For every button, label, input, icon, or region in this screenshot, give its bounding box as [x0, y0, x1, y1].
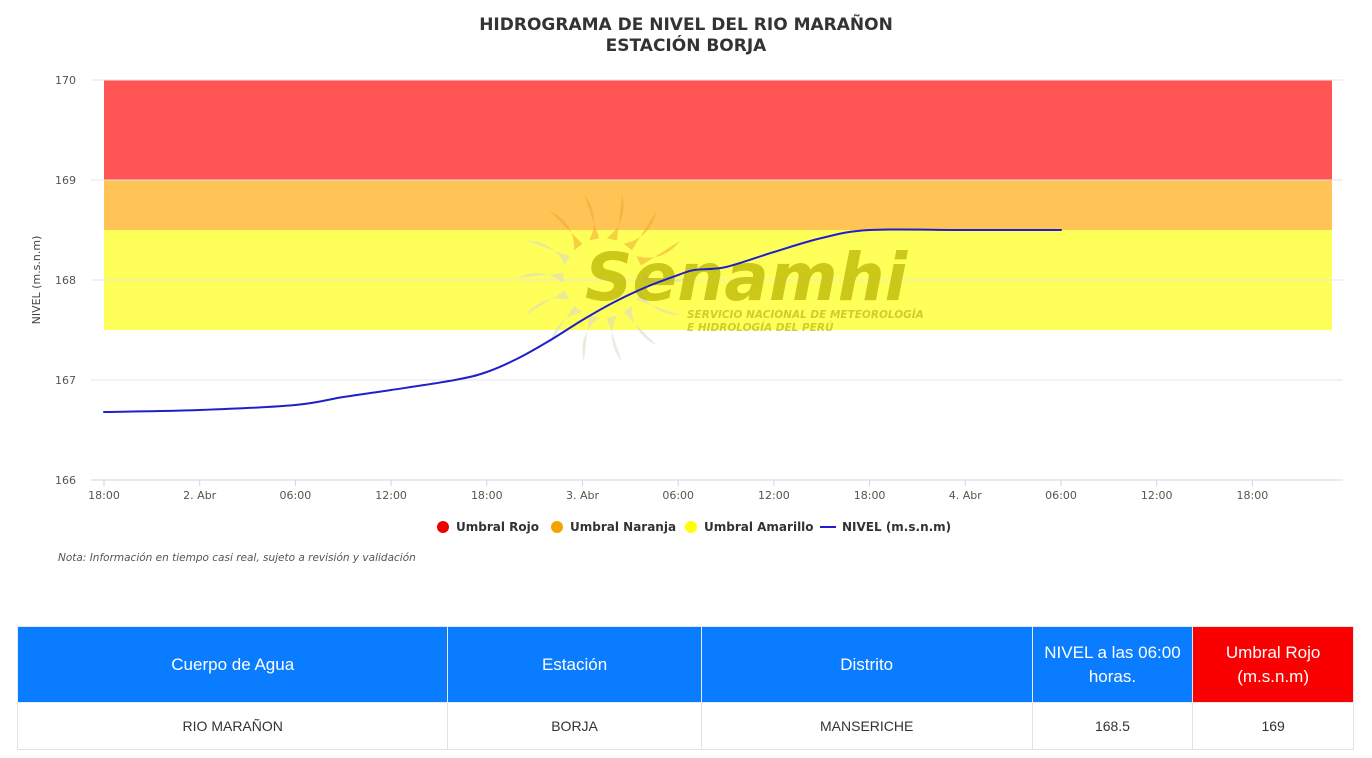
band-umbral-rojo: [104, 80, 1332, 180]
y-axis-ticks: 166 167 168 169 170: [55, 74, 76, 487]
cell-cuerpo-de-agua: RIO MARAÑON: [16, 702, 449, 750]
legend[interactable]: Umbral Rojo Umbral Naranja Umbral Amarillo…: [437, 520, 951, 534]
x-tick-label: 06:00: [662, 489, 694, 502]
x-tick-label: 18:00: [88, 489, 120, 502]
legend-label: Umbral Amarillo: [704, 520, 814, 534]
x-tick-label: 12:00: [375, 489, 407, 502]
legend-symbol: [685, 521, 697, 533]
y-tick-label: 167: [55, 374, 76, 387]
chart-note: Nota: Información en tiempo casi real, s…: [58, 552, 416, 564]
sun-ray-icon: [583, 194, 600, 241]
legend-item[interactable]: Umbral Rojo: [437, 520, 539, 534]
cell-estacion: BORJA: [447, 702, 702, 750]
legend-item[interactable]: Umbral Amarillo: [685, 520, 814, 534]
x-axis-ticks: 18:00 2. Abr 06:00 12:00 18:00 3. Abr 06:00 12:…: [88, 480, 1268, 502]
cell-umbral-rojo: 169: [1192, 702, 1354, 750]
sun-ray-icon: [525, 290, 570, 316]
legend-label: Umbral Rojo: [456, 520, 539, 534]
y-tick-label: 169: [55, 174, 76, 187]
chart-subtitle: ESTACIÓN BORJA: [606, 34, 768, 56]
watermark-brand: Senamhi: [585, 239, 909, 316]
y-tick-label: 168: [55, 274, 76, 287]
y-axis-label: NIVEL (m.s.n.m): [30, 236, 43, 325]
x-tick-label: 06:00: [280, 489, 312, 502]
band-umbral-naranja: [104, 180, 1332, 230]
chart-container: HIDROGRAMA DE NIVEL DEL RIO MARAÑON ESTA…: [30, 12, 1343, 564]
cell-distrito: MANSERICHE: [700, 702, 1033, 750]
header-distrito: Distrito: [700, 626, 1033, 703]
x-tick-label: 12:00: [758, 489, 790, 502]
series-line-nivel[interactable]: [103, 228, 1062, 413]
x-tick-label: 18:00: [1237, 489, 1269, 502]
x-tick-label: 18:00: [854, 489, 886, 502]
legend-item[interactable]: Umbral Naranja: [551, 520, 676, 534]
legend-item[interactable]: NIVEL (m.s.n.m): [820, 520, 951, 534]
grid-lines: [91, 79, 1343, 481]
header-cuerpo-de-agua: Cuerpo de Agua: [16, 626, 449, 703]
watermark-line2: E HIDROLOGÍA DEL PERÚ: [687, 321, 834, 334]
x-tick-label: 4. Abr: [949, 489, 982, 502]
x-tick-label: 12:00: [1141, 489, 1173, 502]
sun-ray-icon: [582, 315, 600, 362]
x-tick-label: 2. Abr: [183, 489, 216, 502]
cell-nivel: 168.5: [1031, 702, 1194, 750]
series-layer: [103, 228, 1062, 413]
header-estacion: Estación: [447, 626, 702, 703]
header-nivel: NIVEL a las 06:00 horas.: [1031, 626, 1194, 703]
sun-ray-icon: [606, 194, 624, 241]
table-header-row: Cuerpo de Agua Estación Distrito NIVEL a…: [16, 626, 1354, 703]
sun-ray-icon: [623, 305, 657, 346]
chart-title: HIDROGRAMA DE NIVEL DEL RIO MARAÑON: [479, 12, 893, 35]
legend-label: NIVEL (m.s.n.m): [842, 520, 951, 534]
watermark-line1: SERVICIO NACIONAL DE METEOROLOGÍA: [687, 308, 924, 321]
x-tick-label: 3. Abr: [566, 489, 599, 502]
station-info-table: Cuerpo de Agua Estación Distrito NIVEL a…: [16, 626, 1354, 750]
sun-ray-icon: [636, 290, 681, 316]
sun-ray-icon: [525, 240, 570, 266]
sun-ray-icon: [636, 240, 681, 266]
header-umbral-rojo: Umbral Rojo (m.s.n.m): [1192, 626, 1354, 703]
sun-ray-icon: [623, 210, 657, 251]
hydrograph-chart: HIDROGRAMA DE NIVEL DEL RIO MARAÑON ESTA…: [30, 12, 1343, 564]
table-row: RIO MARAÑON BORJA MANSERICHE 168.5 169: [16, 702, 1354, 750]
sun-ray-icon: [549, 305, 583, 346]
y-tick-label: 170: [55, 74, 76, 87]
y-tick-label: 166: [55, 474, 76, 487]
x-tick-label: 06:00: [1045, 489, 1077, 502]
sun-ray-icon: [642, 272, 689, 284]
sun-ray-icon: [549, 210, 583, 251]
legend-symbol: [437, 521, 449, 533]
legend-symbol: [551, 521, 563, 533]
legend-label: Umbral Naranja: [570, 520, 676, 534]
sun-ray-icon: [517, 272, 564, 284]
sun-ray-icon: [606, 315, 623, 362]
x-tick-label: 18:00: [471, 489, 503, 502]
